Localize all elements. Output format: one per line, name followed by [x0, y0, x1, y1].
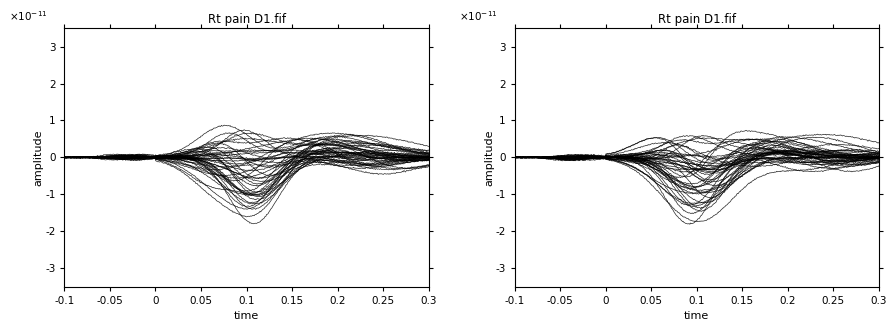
Y-axis label: amplitude: amplitude — [34, 129, 44, 186]
X-axis label: time: time — [234, 311, 259, 321]
Y-axis label: amplitude: amplitude — [484, 129, 494, 186]
Text: $\times 10^{-11}$: $\times 10^{-11}$ — [459, 9, 498, 23]
Text: $\times 10^{-11}$: $\times 10^{-11}$ — [9, 9, 47, 23]
Title: Rt pain D1.fif: Rt pain D1.fif — [658, 13, 736, 26]
X-axis label: time: time — [685, 311, 710, 321]
Title: Rt pain D1.fif: Rt pain D1.fif — [208, 13, 286, 26]
